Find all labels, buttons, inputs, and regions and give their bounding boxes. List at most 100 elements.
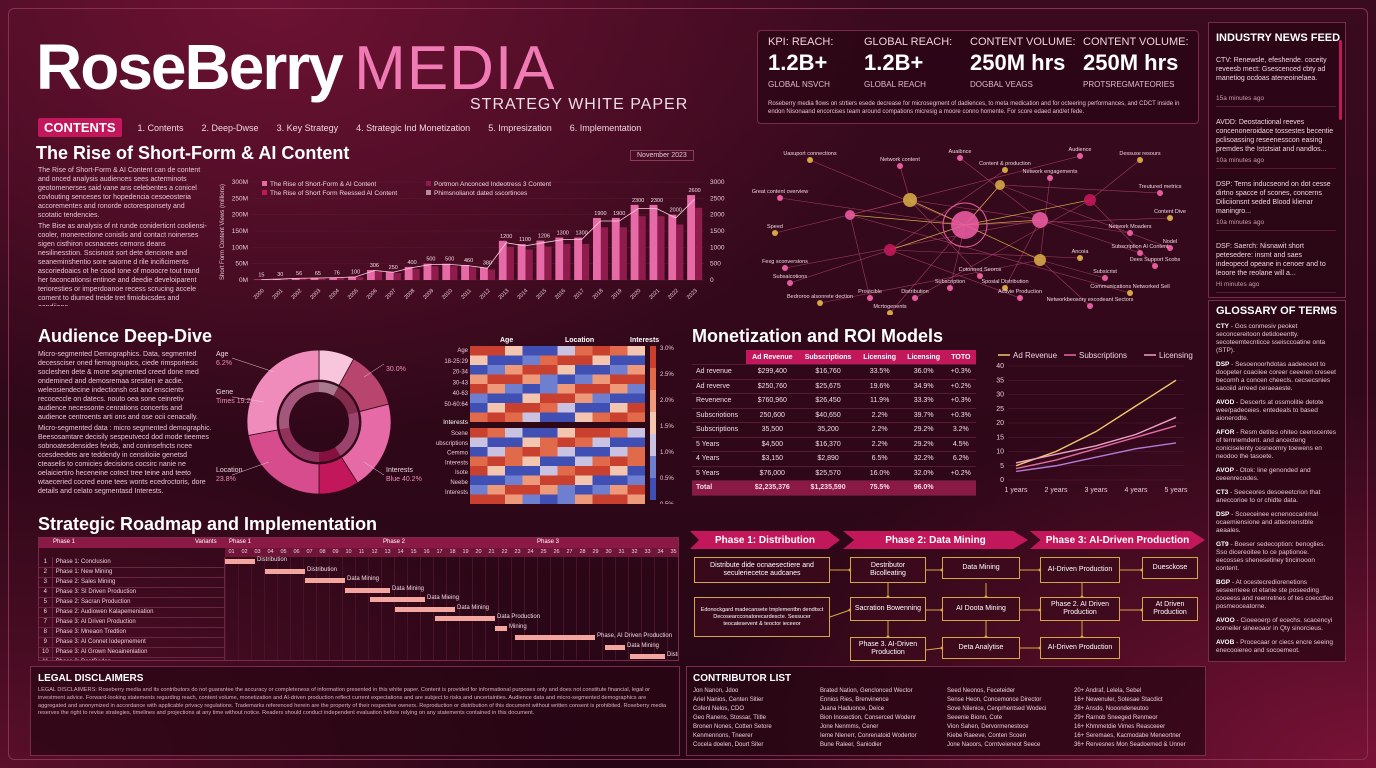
flow-box[interactable]: AI-Driven Production <box>1040 557 1120 583</box>
gantt-bar <box>395 606 455 612</box>
gantt-bar <box>305 578 345 583</box>
roi-cell: +0.3% <box>945 393 976 409</box>
nav-item-monetization[interactable]: 4. Strategic Ind Monetization <box>356 122 471 133</box>
contents-button[interactable]: CONTENTS <box>38 118 122 137</box>
roi-cell: 32.0% <box>901 466 946 481</box>
heatmap-cell <box>505 447 523 457</box>
flow-box[interactable]: AI-Driven Production <box>1040 637 1120 659</box>
flow-box[interactable]: Sacration Bowenning <box>850 597 926 621</box>
gantt-gridline <box>667 557 668 660</box>
y-tick: 0 <box>1000 477 1004 484</box>
heatmap-cell <box>557 412 575 422</box>
heatmap-cell <box>505 355 523 365</box>
nav-item-impresization[interactable]: 5. Impresization <box>488 122 552 133</box>
flow-box[interactable]: Deta Analytise <box>942 637 1020 659</box>
heatmap-cell <box>592 437 610 447</box>
heatmap-cell <box>610 365 628 375</box>
brand-primary: RoseBerry <box>36 31 344 103</box>
nav-item-contents[interactable]: 1. Contents <box>137 122 184 133</box>
legend-entry: Ad Revenue <box>1013 351 1058 360</box>
gantt-task-name: Phase 1: Conclusion <box>52 557 226 568</box>
gantt-bar <box>370 597 425 602</box>
network-edge <box>909 199 1131 234</box>
subtitle: STRATEGY WHITE PAPER <box>470 96 689 113</box>
network-edge <box>964 199 1091 226</box>
gantt-bar <box>435 616 495 621</box>
network-node-label: Provicible <box>858 289 882 295</box>
news-time: 15a minutes ago <box>1216 95 1265 102</box>
glossary-item: AVOD - Descerts at ossmolitie detote wee… <box>1216 399 1336 423</box>
network-edge <box>999 184 1161 194</box>
nav-item-key-strategy[interactable]: 3. Key Strategy <box>276 122 339 133</box>
gantt-week-label: 30 <box>605 549 612 555</box>
network-node-label: Cotonned Seoros <box>959 267 1002 273</box>
glossary-list: CTY - Gos conmesiv peoket seconcereitoon… <box>1216 323 1336 659</box>
news-item[interactable]: DSP: Terns inducseond on dot cesse dirtn… <box>1216 180 1336 231</box>
kpi-3: CONTENT VOLUME: 250M hrs DOGBAL VEAGS <box>970 36 1080 89</box>
nav-item-implementation[interactable]: 6. Implementation <box>569 122 642 133</box>
flow-box[interactable]: Edonockgard madecansete tmplementbn dend… <box>694 597 830 637</box>
gantt-gridline <box>472 557 473 660</box>
flow-box[interactable]: Phase 2. AI Driven Production <box>1040 597 1120 621</box>
network-edge <box>849 214 966 226</box>
network-node <box>1002 167 1008 173</box>
y-tick-right: 1500 <box>710 228 725 235</box>
heatmap-cell <box>575 447 593 457</box>
bar-series-2 <box>412 268 420 280</box>
roi-cell: 11.9% <box>857 393 902 409</box>
gantt-week-label: 21 <box>488 549 495 555</box>
gantt-bar-label: Data Production <box>497 614 541 620</box>
network-node <box>1084 194 1096 206</box>
gantt-bar <box>265 568 305 574</box>
legend-entry: The Rise of Short-Form & AI Content <box>270 181 376 188</box>
gantt-task-row: 2 Phase 1: New Mining <box>39 567 226 578</box>
heatmap-cell <box>592 374 610 384</box>
network-node-label: Distribution <box>901 289 929 295</box>
news-item[interactable]: DSF: Saerch: Nisnawit short petesedere: … <box>1216 242 1336 293</box>
heatmap-cell <box>522 485 540 495</box>
heatmap-cell <box>575 428 593 438</box>
gantt-task-number: 11 <box>39 657 53 660</box>
gantt-bar-label: Mining <box>509 623 527 630</box>
roi-cell: Subscriptions <box>692 422 747 438</box>
bar-series-1 <box>423 263 432 280</box>
glossary-item: DSP - Sesoenoorhdotas aadeeceot to doope… <box>1216 361 1336 393</box>
heatmap-row-label: 40-63 <box>453 391 469 397</box>
flow-box[interactable]: At Driven Production <box>1142 597 1198 621</box>
news-item[interactable]: AVDD: Deostactional reeves concenoneroid… <box>1216 118 1336 169</box>
heatmap-cell <box>592 412 610 422</box>
legal-panel <box>30 666 680 756</box>
flow-box[interactable]: Data Mining <box>942 557 1020 579</box>
heatmap-cell <box>627 494 645 504</box>
phase-arrow: Phase 3: AI-Driven Production <box>1030 531 1205 549</box>
news-scrollbar[interactable] <box>1339 40 1342 120</box>
heatmap-cell <box>540 466 558 476</box>
contributor-name: Sense Heon, Concemonce Director <box>947 697 1042 703</box>
gantt-week-label: 16 <box>423 549 430 555</box>
flow-box[interactable]: Duesckose <box>1142 557 1198 579</box>
network-edge <box>889 249 1081 259</box>
network-node-label: Content & production <box>979 161 1031 167</box>
flow-box[interactable]: AI Doota Mining <box>942 597 1020 621</box>
line-series <box>1015 425 1177 470</box>
flow-box[interactable]: Phase 3. AI-Driven Production <box>850 637 926 661</box>
gantt-week-label: 11 <box>358 549 365 555</box>
x-tick-label: 2021 <box>648 288 661 301</box>
gantt-gridline <box>485 557 486 660</box>
glossary-term: BGP <box>1216 579 1231 586</box>
gantt-task-row: 5 Phase 2: Sacran Production <box>39 597 226 608</box>
contributors-panel <box>686 666 1206 756</box>
heatmap-cell <box>610 412 628 422</box>
flow-box[interactable]: Destributor Bicolleating <box>850 557 926 583</box>
heatmap-cell <box>470 346 488 356</box>
bar-series-1 <box>687 195 696 280</box>
roi-cell: Revenence <box>692 393 747 409</box>
news-item[interactable]: CTV: Renewsle, efeshende. coceity revees… <box>1216 56 1336 107</box>
heatmap-cell <box>505 485 523 495</box>
bar-series-1 <box>329 277 338 280</box>
heatmap-cell <box>540 475 558 485</box>
nav-item-deep-dive[interactable]: 2. Deep-Dwse <box>201 122 259 133</box>
bar-series-2 <box>393 273 401 280</box>
y-tick: 30 <box>996 392 1004 399</box>
flow-box[interactable]: Distribute dide ocnaesectiere and secule… <box>694 557 830 583</box>
